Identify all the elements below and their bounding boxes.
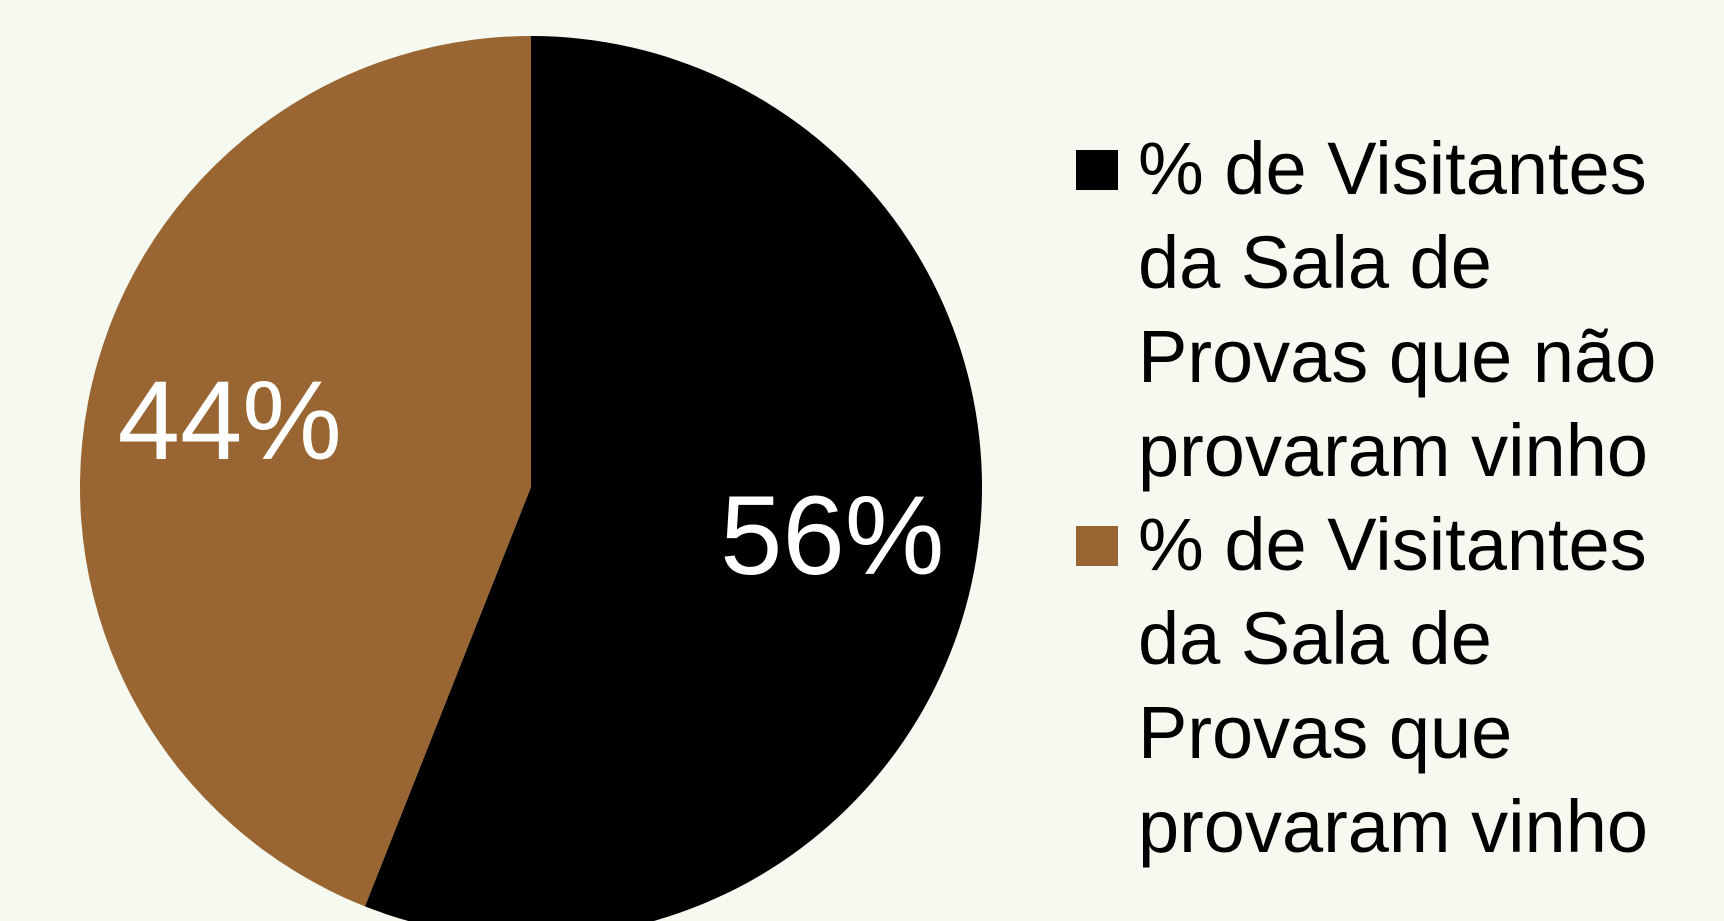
legend-swatch: [1076, 526, 1118, 566]
pie-slice: [364, 36, 982, 921]
data-label: 44%: [118, 358, 342, 483]
data-label: 56%: [720, 473, 944, 598]
legend-item: % de Visitantes da Sala de Provas que nã…: [1076, 122, 1716, 498]
legend-swatch: [1076, 150, 1118, 190]
legend-label: % de Visitantes da Sala de Provas que pr…: [1138, 503, 1649, 868]
pie-slice: [79, 35, 532, 907]
legend-label: % de Visitantes da Sala de Provas que nã…: [1138, 127, 1657, 492]
legend-item: % de Visitantes da Sala de Provas que pr…: [1076, 498, 1716, 874]
legend: % de Visitantes da Sala de Provas que nã…: [1076, 122, 1716, 874]
